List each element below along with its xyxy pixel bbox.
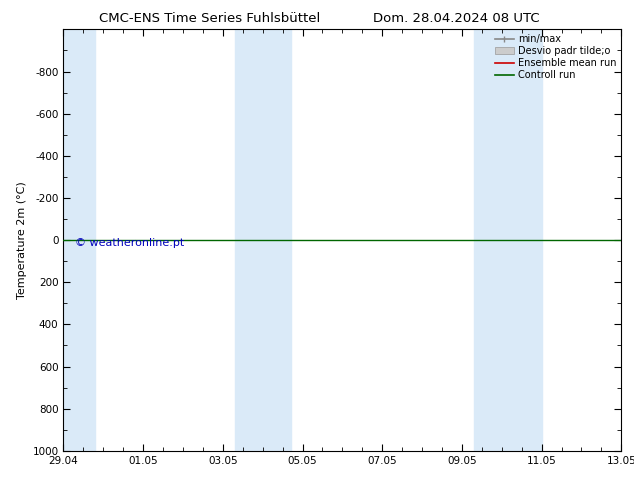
Bar <box>474 29 541 451</box>
Text: CMC-ENS Time Series Fuhlsbüttel: CMC-ENS Time Series Fuhlsbüttel <box>99 12 320 25</box>
Text: Dom. 28.04.2024 08 UTC: Dom. 28.04.2024 08 UTC <box>373 12 540 25</box>
Text: © weatheronline.pt: © weatheronline.pt <box>75 238 184 248</box>
Legend: min/max, Desvio padr tilde;o, Ensemble mean run, Controll run: min/max, Desvio padr tilde;o, Ensemble m… <box>493 32 618 82</box>
Bar <box>235 29 290 451</box>
Bar <box>63 29 95 451</box>
Y-axis label: Temperature 2m (°C): Temperature 2m (°C) <box>17 181 27 299</box>
